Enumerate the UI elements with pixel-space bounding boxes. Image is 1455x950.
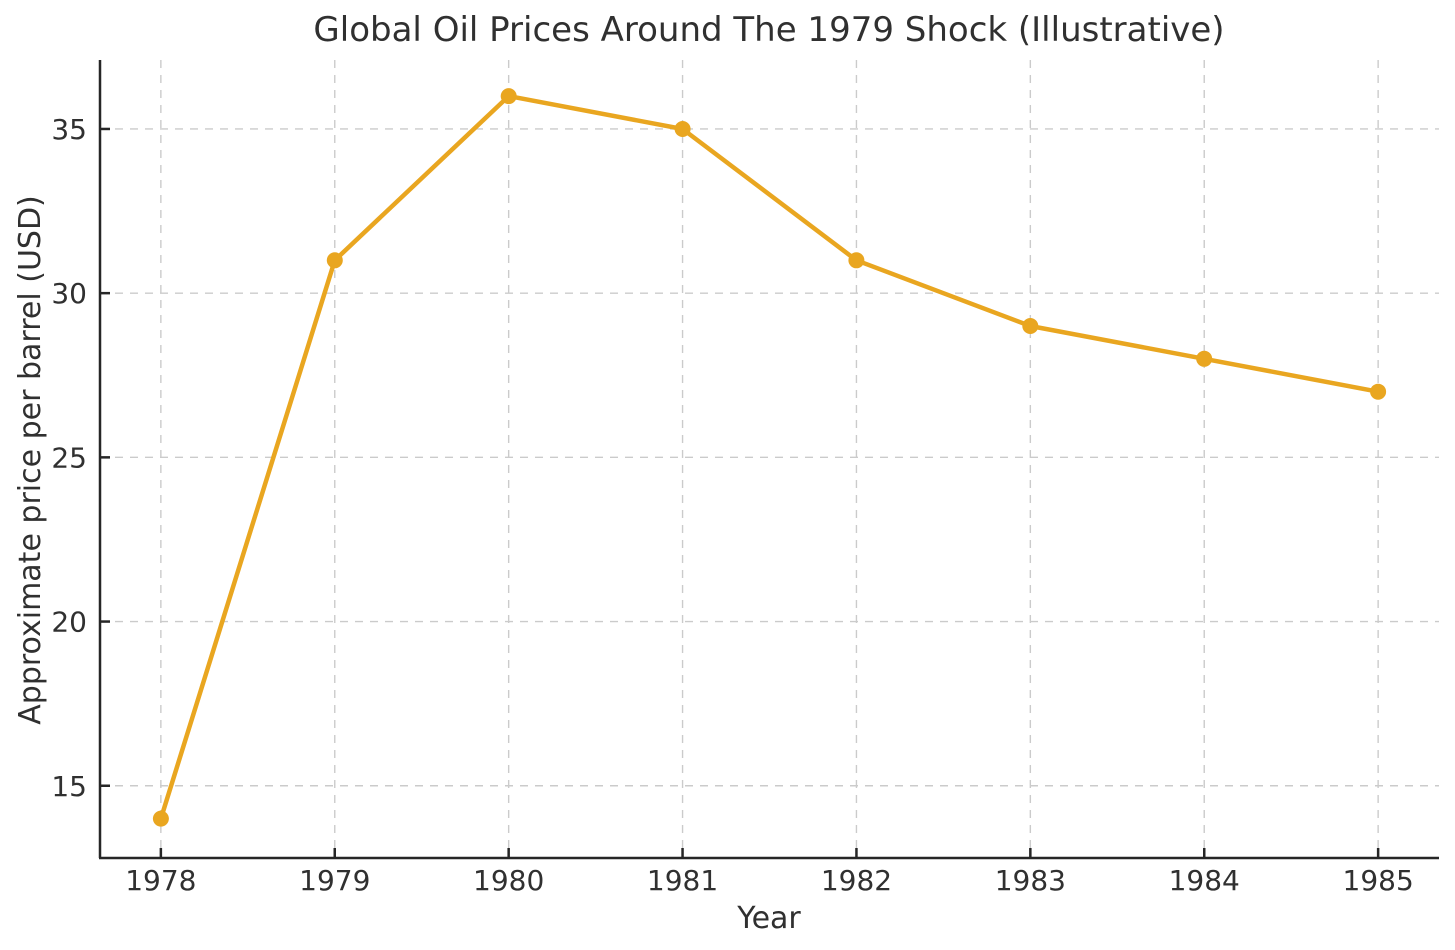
data-point — [1022, 318, 1039, 334]
x-axis-label: Year — [736, 901, 801, 936]
y-tick-label: 35 — [51, 113, 87, 146]
y-tick-label: 15 — [51, 770, 87, 803]
data-point — [674, 121, 691, 137]
data-point — [1370, 383, 1387, 400]
x-tick-label: 1982 — [821, 864, 892, 897]
x-tick-label: 1980 — [473, 864, 544, 897]
price-line — [158, 93, 1381, 821]
data-point — [326, 252, 343, 269]
chart-title: Global Oil Prices Around The 1979 Shock … — [313, 10, 1224, 50]
series-layer — [152, 88, 1387, 827]
data-point — [1196, 350, 1213, 367]
y-tick-label: 25 — [51, 441, 87, 474]
x-tick-label: 1985 — [1343, 864, 1414, 897]
y-axis-label: Approximate price per barrel (USD) — [13, 195, 48, 724]
x-tick-label: 1984 — [1169, 864, 1240, 897]
data-point — [152, 810, 169, 827]
tick-label-layer: 1978 1979 1980 1981 1982 1983 1984 1985 15 20 25 30… — [51, 113, 1413, 897]
grid-layer — [100, 60, 1439, 858]
x-tick-label: 1981 — [647, 864, 718, 897]
axes-layer — [98, 60, 1439, 860]
x-tick-label: 1983 — [995, 864, 1066, 897]
y-tick-label: 20 — [51, 606, 87, 639]
data-point — [848, 252, 865, 269]
y-tick-label: 30 — [51, 277, 87, 310]
x-tick-label: 1978 — [125, 864, 196, 897]
x-tick-label: 1979 — [299, 864, 370, 897]
data-point — [500, 88, 517, 105]
